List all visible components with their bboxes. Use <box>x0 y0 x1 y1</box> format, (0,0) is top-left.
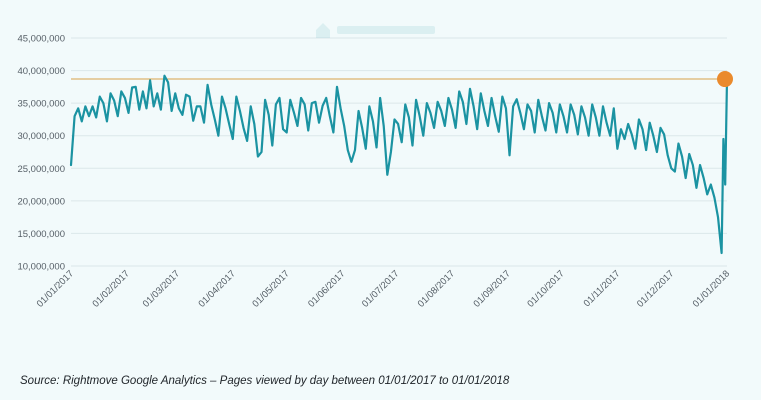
x-tick-label: 01/12/2017 <box>635 268 676 309</box>
x-tick-label: 01/09/2017 <box>471 268 512 309</box>
x-tick-label: 01/02/2017 <box>90 268 131 309</box>
x-tick-label: 01/01/2017 <box>35 268 76 309</box>
source-note: Source: Rightmove Google Analytics – Pag… <box>20 375 510 387</box>
y-tick-label: 45,000,000 <box>17 34 65 45</box>
y-tick-label: 35,000,000 <box>17 99 65 110</box>
x-tick-label: 01/05/2017 <box>250 268 291 309</box>
x-tick-label: 01/01/2018 <box>691 268 732 309</box>
rightmove-watermark-logo <box>313 20 439 40</box>
y-tick-label: 25,000,000 <box>17 164 65 175</box>
y-axis-ticks: 10,000,000 15,000,000 20,000,000 25,000,000… <box>17 34 65 273</box>
x-tick-label: 01/10/2017 <box>525 268 566 309</box>
y-tick-label: 40,000,000 <box>17 66 65 77</box>
series-line <box>69 74 729 255</box>
x-tick-label: 01/11/2017 <box>582 268 623 309</box>
y-tick-label: 20,000,000 <box>17 196 65 207</box>
x-tick-label: 01/06/2017 <box>306 268 347 309</box>
gridlines <box>71 37 727 267</box>
x-tick-label: 01/07/2017 <box>360 268 401 309</box>
x-tick-label: 01/04/2017 <box>196 268 237 309</box>
x-tick-label: 01/08/2017 <box>416 268 457 309</box>
y-tick-label: 15,000,000 <box>17 229 65 240</box>
y-tick-label: 30,000,000 <box>17 131 65 142</box>
y-tick-label: 10,000,000 <box>17 262 65 273</box>
x-tick-label: 01/03/2017 <box>141 268 182 309</box>
x-axis-ticks: 01/01/2017 01/02/2017 01/03/2017 01/04/2017… <box>35 268 732 309</box>
highlight-point <box>717 71 733 88</box>
